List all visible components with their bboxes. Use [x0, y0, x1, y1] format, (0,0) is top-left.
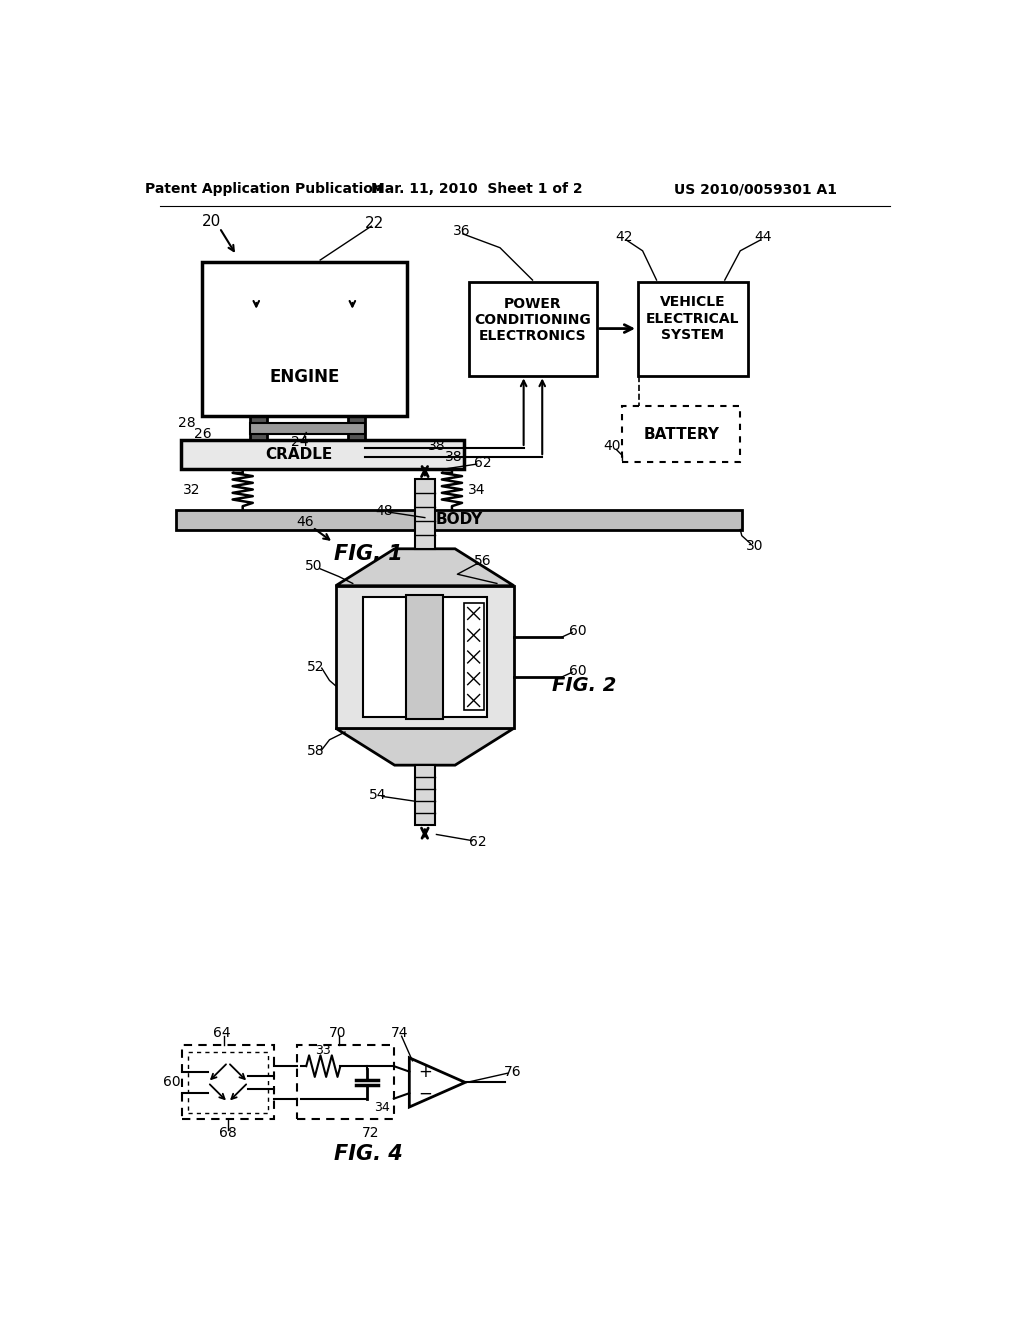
Text: 24: 24	[291, 434, 309, 449]
Text: 32: 32	[183, 483, 201, 496]
Bar	[202, 261, 407, 416]
Bar	[415, 766, 435, 825]
Text: Mar. 11, 2010  Sheet 1 of 2: Mar. 11, 2010 Sheet 1 of 2	[371, 182, 583, 197]
Text: 38: 38	[428, 440, 445, 453]
Text: 60: 60	[163, 1076, 180, 1089]
Bar	[407, 595, 443, 719]
Bar	[176, 510, 741, 529]
Text: 56: 56	[474, 554, 492, 568]
Text: CONDITIONING: CONDITIONING	[474, 313, 591, 327]
Text: 50: 50	[305, 560, 323, 573]
Text: 74: 74	[391, 1026, 409, 1040]
Text: 42: 42	[615, 230, 633, 244]
Text: FIG. 1: FIG. 1	[334, 544, 402, 564]
Bar	[336, 586, 514, 729]
Text: US 2010/0059301 A1: US 2010/0059301 A1	[674, 182, 838, 197]
Text: 70: 70	[329, 1026, 346, 1040]
Text: VEHICLE: VEHICLE	[660, 296, 726, 309]
Text: 22: 22	[365, 215, 384, 231]
Text: BATTERY: BATTERY	[643, 426, 719, 442]
Bar	[469, 281, 597, 376]
Polygon shape	[336, 549, 514, 586]
Text: 40: 40	[603, 440, 621, 453]
Bar	[250, 424, 366, 434]
Text: 20: 20	[202, 214, 221, 230]
Text: 36: 36	[453, 224, 470, 238]
Circle shape	[372, 700, 378, 706]
Bar	[250, 416, 266, 441]
Polygon shape	[336, 729, 514, 766]
Bar	[297, 1045, 394, 1119]
Bar	[188, 1052, 267, 1113]
Text: 60: 60	[568, 624, 587, 638]
Text: 60: 60	[568, 664, 587, 677]
Bar	[182, 1045, 273, 1119]
Text: CRADLE: CRADLE	[265, 447, 333, 462]
Text: 48: 48	[375, 504, 392, 517]
Text: ELECTRICAL: ELECTRICAL	[646, 312, 739, 326]
Text: SYSTEM: SYSTEM	[662, 327, 724, 342]
Text: 44: 44	[755, 230, 772, 244]
Text: 54: 54	[369, 788, 386, 803]
Text: 46: 46	[296, 515, 313, 529]
Bar	[180, 441, 464, 470]
Text: 33: 33	[315, 1044, 331, 1057]
Text: FIG. 2: FIG. 2	[552, 676, 615, 696]
Circle shape	[372, 655, 378, 661]
Circle shape	[372, 677, 378, 684]
Bar	[415, 479, 435, 549]
Bar	[623, 407, 740, 462]
Polygon shape	[410, 1057, 465, 1107]
Text: Patent Application Publication: Patent Application Publication	[144, 182, 383, 197]
Text: POWER: POWER	[504, 297, 562, 312]
Text: 28: 28	[178, 416, 196, 430]
Text: 62: 62	[474, 455, 492, 470]
Text: 30: 30	[745, 540, 763, 553]
Text: 34: 34	[468, 483, 485, 496]
Text: −: −	[418, 1084, 432, 1102]
Text: 76: 76	[505, 1065, 522, 1078]
Bar	[362, 597, 486, 717]
Text: 26: 26	[194, 428, 211, 441]
Text: 58: 58	[307, 744, 325, 758]
Bar	[348, 416, 366, 441]
Text: 34: 34	[375, 1101, 390, 1114]
Text: ENGINE: ENGINE	[269, 368, 340, 385]
Circle shape	[372, 632, 378, 639]
Text: 72: 72	[361, 1126, 379, 1140]
Text: 38: 38	[444, 450, 462, 465]
Bar	[638, 281, 748, 376]
Text: 52: 52	[307, 660, 325, 673]
Text: FIG. 4: FIG. 4	[334, 1144, 402, 1164]
Text: 68: 68	[219, 1126, 237, 1140]
Bar	[464, 603, 483, 710]
Text: BODY: BODY	[435, 512, 482, 527]
Circle shape	[372, 610, 378, 616]
Text: 62: 62	[469, 836, 487, 849]
Text: 64: 64	[213, 1026, 230, 1040]
Text: +: +	[418, 1063, 432, 1081]
Text: ELECTRONICS: ELECTRONICS	[479, 329, 587, 343]
